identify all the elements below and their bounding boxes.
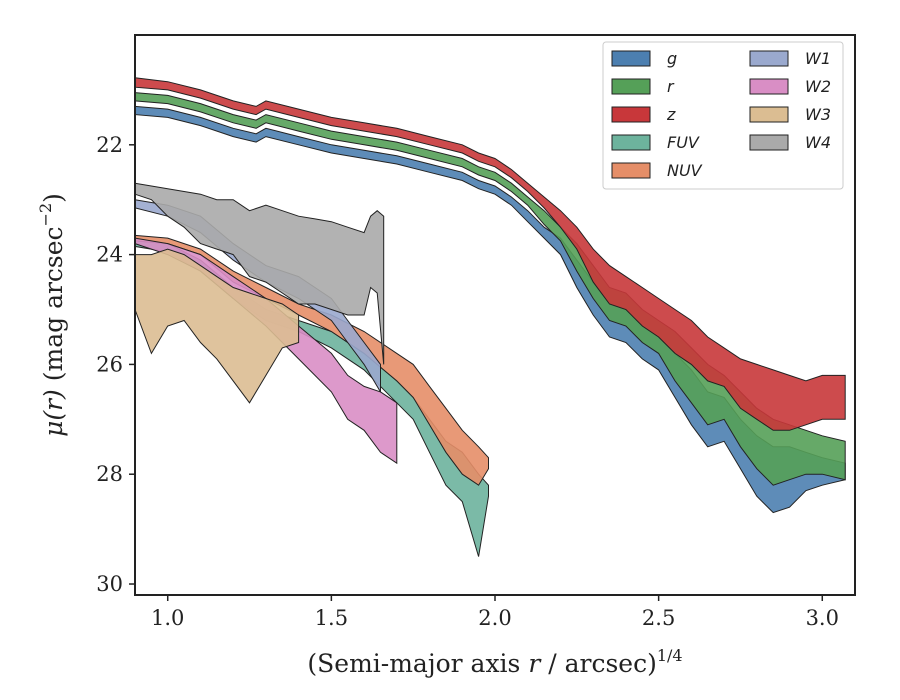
legend-swatch-g: [611, 50, 651, 67]
x-axis-label-var: r: [528, 649, 542, 678]
band-z: [134, 77, 846, 431]
legend-label-w4: W4: [805, 133, 831, 152]
y-tick-label: 22: [96, 133, 123, 157]
x-axis-label-exponent: 1/4: [657, 646, 683, 665]
x-axis-label-main: (Semi-major axis: [307, 649, 528, 678]
legend-swatch-fuv: [611, 134, 651, 151]
y-axis-ticks: 22 24 26 28 30: [96, 133, 135, 596]
y-tick-label: 28: [96, 462, 123, 486]
legend-label-w1: W1: [805, 49, 831, 68]
y-axis-label-exponent: −2: [36, 203, 55, 227]
y-axis-label-r: (r): [39, 389, 68, 420]
y-tick-label: 26: [96, 352, 123, 376]
x-tick-label: 1.5: [315, 606, 348, 630]
legend-swatch-w3: [749, 106, 789, 123]
legend-label-g: g: [667, 49, 677, 68]
legend-label-r: r: [667, 77, 675, 96]
y-axis-label-rest: (mag arcsec: [39, 226, 68, 389]
y-axis-label-mu: μ: [39, 421, 68, 437]
x-tick-label: 1.0: [151, 606, 184, 630]
legend-swatch-w4: [749, 134, 789, 151]
legend-label-z: z: [666, 105, 676, 124]
x-tick-label: 2.0: [478, 606, 511, 630]
x-tick-label: 2.5: [642, 606, 675, 630]
series-bands: [134, 77, 846, 557]
band-r: [134, 92, 846, 486]
x-axis-ticks: 1.0 1.5 2.0 2.5 3.0: [151, 595, 839, 630]
legend: grz FUV NUV W1 W2 W3 W4: [602, 41, 844, 190]
legend-label-fuv: FUV: [667, 133, 700, 152]
y-axis-label: μ(r) (mag arcsec−2): [36, 193, 68, 437]
legend-label-w3: W3: [805, 105, 831, 124]
legend-label-w2: W2: [805, 77, 831, 96]
legend-swatch-w1: [749, 50, 789, 67]
y-axis-label-end: ): [39, 193, 68, 203]
legend-swatch-w2: [749, 78, 789, 95]
x-tick-label: 3.0: [806, 606, 839, 630]
legend-swatch-r: [611, 78, 651, 95]
band-w4: [134, 182, 385, 365]
legend-swatch-nuv: [611, 162, 651, 179]
y-tick-label: 24: [96, 243, 123, 267]
legend-label-nuv: NUV: [667, 161, 703, 180]
band-w3: [134, 248, 300, 404]
x-axis-label-rest: / arcsec): [540, 649, 657, 678]
legend-swatch-z: [611, 106, 651, 123]
y-tick-label: 30: [96, 572, 123, 596]
x-axis-label: (Semi-major axis r / arcsec)1/4: [307, 646, 682, 678]
